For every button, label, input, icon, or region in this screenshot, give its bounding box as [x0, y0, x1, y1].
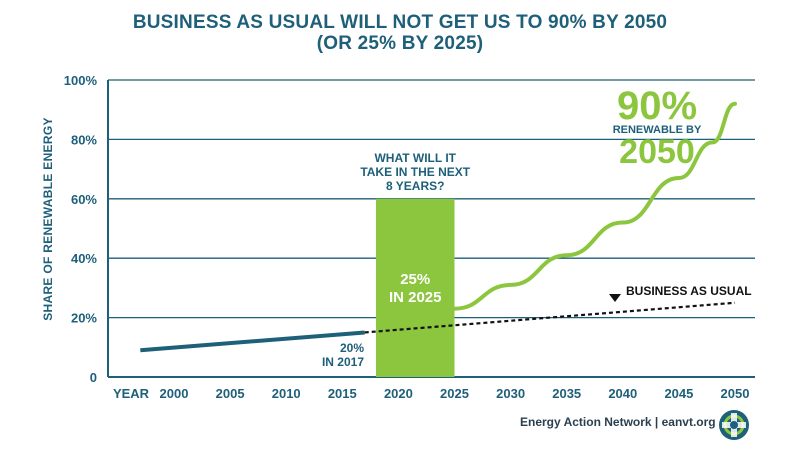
series-lines [140, 101, 737, 353]
chart-subtitle: (OR 25% BY 2025) [316, 33, 484, 54]
series-line-historical [140, 330, 365, 353]
y-tick-label: 100% [64, 73, 98, 88]
annotation-bau-label: BUSINESS AS USUAL [626, 284, 752, 298]
annotation-question: WHAT WILL IT [374, 151, 456, 165]
annotation-start-label: IN 2017 [322, 355, 364, 369]
annotation-goal-year: 2050 [619, 133, 695, 171]
x-tick-label: 2035 [552, 386, 581, 401]
x-tick-label: 2050 [721, 386, 750, 401]
annotation-goal-percent: 90% [617, 84, 697, 128]
highlight-bar-label: 25% [400, 271, 430, 288]
y-tick-label: 20% [71, 311, 97, 326]
y-tick-label: 80% [71, 132, 97, 147]
tick-labels: 0 20% 40% 60% 80% 100% YEAR 2000 2005 2010 2015 202… [64, 73, 750, 401]
x-tick-label: 2020 [384, 386, 413, 401]
y-tick-label: 40% [71, 251, 97, 266]
x-tick-label: 2040 [608, 386, 637, 401]
annotation-question: TAKE IN THE NEXT [360, 165, 470, 179]
annotation-start-label: 20% [340, 341, 364, 355]
x-tick-label: 2005 [216, 386, 245, 401]
highlight-bar-rect [375, 198, 455, 377]
x-axis-label: YEAR [113, 386, 150, 401]
bau-marker [609, 294, 621, 302]
y-tick-label: 0 [90, 370, 97, 385]
annotation-question: 8 YEARS? [386, 179, 444, 193]
highlight-bar: 25%IN 2025 [375, 198, 455, 377]
x-tick-label: 2025 [440, 386, 469, 401]
annotation-goal-label: RENEWABLE BY [613, 124, 702, 136]
x-tick-label: 2045 [664, 386, 693, 401]
highlight-bar-label: IN 2025 [389, 289, 442, 306]
x-tick-label: 2010 [272, 386, 301, 401]
grid [107, 79, 755, 378]
footer-credit: Energy Action Network | eanvt.org [520, 415, 716, 429]
x-tick-label: 2030 [496, 386, 525, 401]
series-line-target [452, 101, 737, 311]
x-tick-label: 2000 [160, 386, 189, 401]
chart-plot: 25%IN 2025 0 20% 40% 60% 80% 100% YEAR 2000 2005… [64, 73, 755, 401]
x-tick-label: 2015 [328, 386, 357, 401]
y-tick-label: 60% [71, 192, 97, 207]
energy-action-network-logo-icon [719, 410, 749, 440]
chart-title: BUSINESS AS USUAL WILL NOT GET US TO 90%… [132, 12, 668, 33]
series-line-business-as-usual [364, 301, 736, 334]
